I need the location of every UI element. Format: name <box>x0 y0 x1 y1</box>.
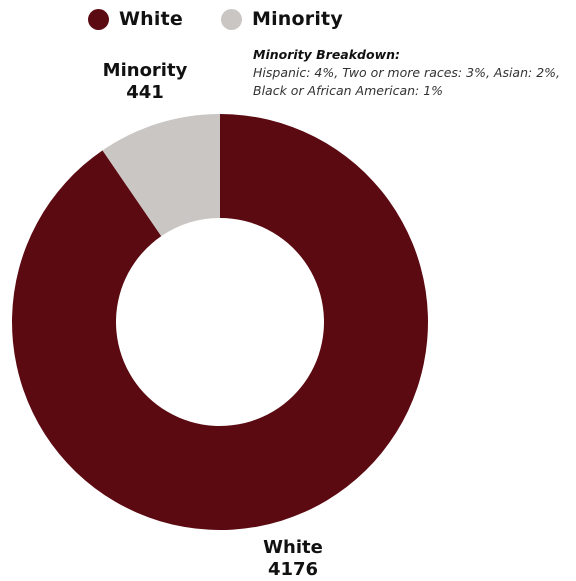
data-label-minority: Minority 441 <box>95 60 195 104</box>
note-text: Hispanic: 4%, Two or more races: 3%, Asi… <box>253 65 561 98</box>
data-label-minority-value: 441 <box>126 82 164 103</box>
note-title: Minority Breakdown: <box>253 47 401 62</box>
legend-swatch-minority <box>220 8 242 30</box>
legend-label-minority: Minority <box>251 8 343 30</box>
legend-item-minority: Minority <box>220 8 343 30</box>
minority-breakdown-note: Minority Breakdown: Hispanic: 4%, Two or… <box>253 46 571 100</box>
data-label-white: White 4176 <box>243 537 343 581</box>
donut-slice-white <box>11 114 428 530</box>
data-label-minority-name: Minority <box>102 60 188 81</box>
legend-item-white: White <box>88 8 183 30</box>
donut-slices <box>11 114 428 530</box>
data-label-white-value: 4176 <box>267 559 319 580</box>
donut-slice-minority <box>102 114 220 237</box>
chart-legend: White Minority <box>88 8 343 30</box>
data-label-white-name: White <box>263 537 323 558</box>
legend-label-white: White <box>119 8 183 30</box>
legend-swatch-white <box>88 8 109 30</box>
